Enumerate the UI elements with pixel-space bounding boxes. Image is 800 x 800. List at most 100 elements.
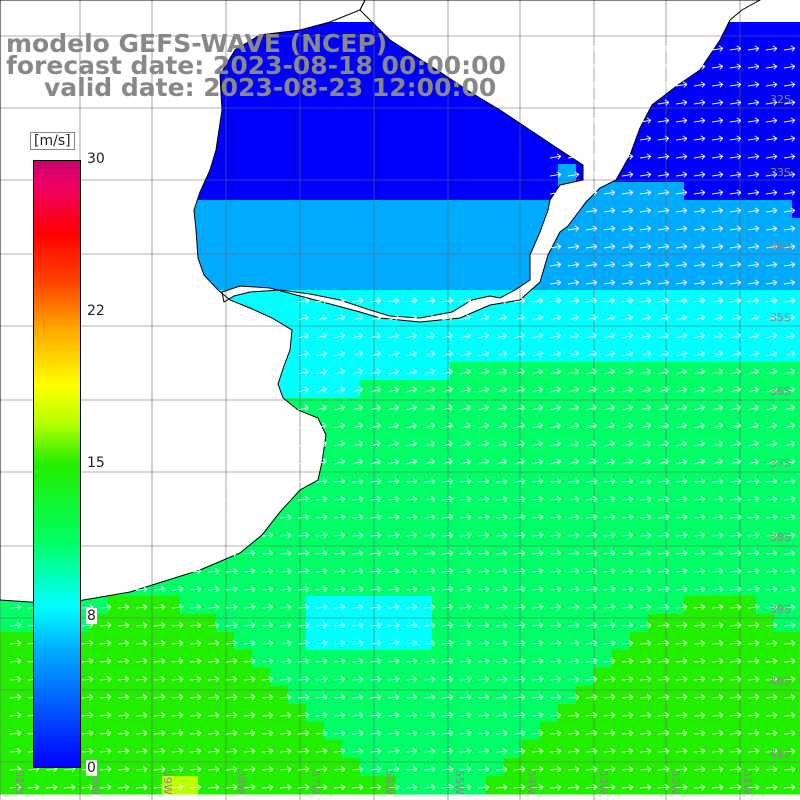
wind-arrow xyxy=(189,784,202,791)
wind-arrow xyxy=(207,640,220,647)
wind-arrow xyxy=(279,766,292,773)
wind-arrow xyxy=(495,748,508,755)
wind-arrow xyxy=(747,748,760,755)
wind-arrow xyxy=(441,568,454,575)
wind-arrow xyxy=(531,496,544,503)
wind-arrow xyxy=(279,694,292,701)
wind-arrow xyxy=(765,350,777,357)
wind-arrow xyxy=(585,532,598,539)
wind-arrow xyxy=(423,604,436,611)
wind-arrow xyxy=(639,622,652,629)
wind-arrow xyxy=(351,658,364,665)
wind-arrow xyxy=(369,297,382,304)
wind-arrow xyxy=(531,568,544,575)
wind-arrow xyxy=(297,496,310,503)
wind-arrow xyxy=(513,568,526,575)
wind-arrow xyxy=(243,676,256,683)
wind-arrow xyxy=(405,658,418,665)
wind-arrow xyxy=(747,784,760,791)
wind-arrow xyxy=(423,622,436,629)
wind-arrow xyxy=(783,99,796,106)
wind-arrow xyxy=(783,676,796,683)
wind-arrow xyxy=(477,404,489,411)
wind-arrow xyxy=(405,676,418,683)
wind-arrow xyxy=(675,550,688,557)
colorbar-unit-label: [m/s] xyxy=(30,132,75,150)
wind-arrow xyxy=(765,63,778,70)
wind-arrow xyxy=(729,694,742,701)
wind-arrow xyxy=(315,386,327,393)
wind-arrow xyxy=(261,440,273,447)
wind-arrow xyxy=(621,422,633,429)
wind-arrow xyxy=(783,350,795,357)
wind-arrow xyxy=(603,386,615,393)
wind-arrow xyxy=(207,550,220,557)
wind-arrow xyxy=(639,279,652,286)
wind-arrow xyxy=(585,207,598,214)
wind-arrow xyxy=(729,640,742,647)
wind-arrow xyxy=(99,496,112,503)
wind-arrow xyxy=(189,478,202,485)
wind-arrow xyxy=(693,640,706,647)
wind-arrow xyxy=(153,550,166,557)
wind-arrow xyxy=(243,694,256,701)
wind-arrow xyxy=(531,404,543,411)
wind-arrow xyxy=(693,386,705,393)
wind-arrow xyxy=(585,225,598,232)
wind-arrow xyxy=(477,478,490,485)
wind-arrow xyxy=(117,640,130,647)
wind-arrow xyxy=(441,694,454,701)
wind-arrow xyxy=(657,568,670,575)
wind-arrow xyxy=(441,622,454,629)
wind-arrow xyxy=(657,368,669,375)
wind-arrow xyxy=(513,658,526,665)
wind-arrow xyxy=(657,550,670,557)
wind-arrow xyxy=(423,568,436,575)
wind-arrow xyxy=(585,81,598,88)
wind-arrow xyxy=(513,458,525,465)
wind-arrow xyxy=(297,422,309,429)
wind-arrow xyxy=(369,514,382,521)
wind-arrow xyxy=(747,225,760,232)
wind-arrow xyxy=(765,730,778,737)
wind-arrow xyxy=(387,478,400,485)
wind-arrow xyxy=(207,694,220,701)
wind-arrow xyxy=(369,350,381,357)
wind-arrow xyxy=(765,604,778,611)
wind-arrow xyxy=(567,676,580,683)
wind-arrow xyxy=(477,712,490,719)
wind-arrow xyxy=(351,550,364,557)
wind-arrow xyxy=(603,712,616,719)
wind-arrow xyxy=(315,568,328,575)
wind-arrow xyxy=(567,368,579,375)
wind-arrow xyxy=(333,676,346,683)
wind-arrow xyxy=(477,332,489,339)
wind-arrow xyxy=(639,225,652,232)
wind-arrow xyxy=(603,622,616,629)
wind-arrow xyxy=(549,81,562,88)
wind-arrow xyxy=(639,748,652,755)
wind-arrow xyxy=(351,640,364,647)
wind-arrow xyxy=(621,189,634,196)
wind-arrow xyxy=(567,171,580,178)
wind-arrow xyxy=(675,207,688,214)
wind-arrow xyxy=(531,694,544,701)
wind-arrow xyxy=(153,748,166,755)
wind-arrow xyxy=(549,550,562,557)
wind-arrow xyxy=(423,694,436,701)
wind-arrow xyxy=(405,514,418,521)
wind-arrow xyxy=(225,514,238,521)
wind-arrow xyxy=(351,730,364,737)
wind-arrow xyxy=(423,766,436,773)
wind-arrow xyxy=(333,658,346,665)
wind-arrow xyxy=(621,99,634,106)
wind-arrow xyxy=(621,766,634,773)
wind-arrow xyxy=(387,784,400,791)
wind-arrow xyxy=(585,458,597,465)
wind-arrow xyxy=(765,279,778,286)
wind-arrow xyxy=(243,640,256,647)
wind-arrow xyxy=(783,117,796,124)
wind-arrow xyxy=(765,676,778,683)
wind-arrow xyxy=(153,622,166,629)
